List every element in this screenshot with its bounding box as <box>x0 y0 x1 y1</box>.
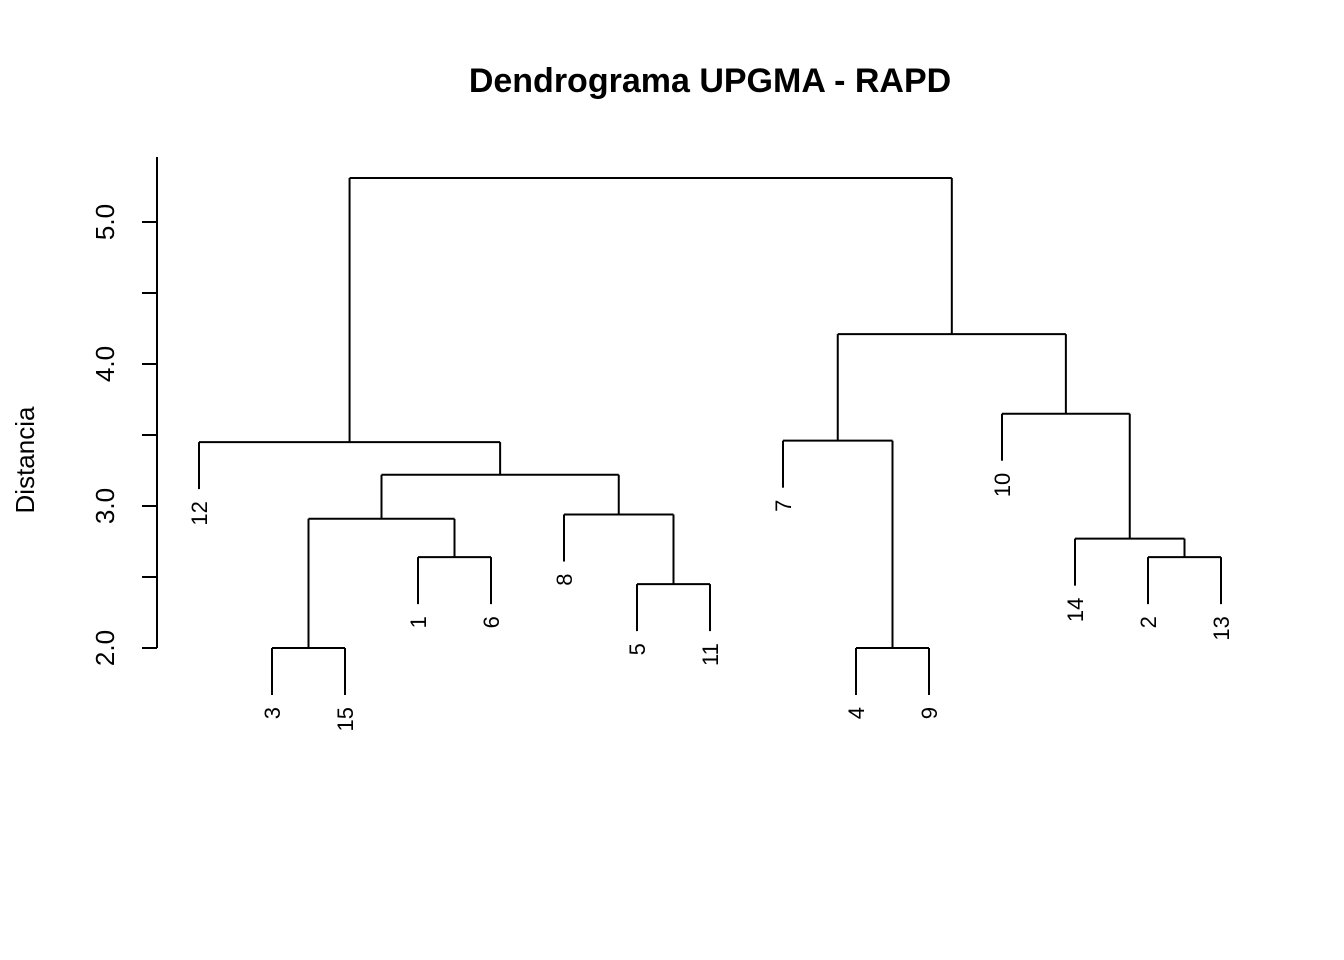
leaf-label: 6 <box>479 616 504 628</box>
leaf-label: 4 <box>844 707 869 719</box>
leaf-label: 11 <box>698 643 723 666</box>
leaf-label: 12 <box>187 501 212 525</box>
leaf-label: 14 <box>1063 598 1088 622</box>
leaf-label: 9 <box>917 707 942 719</box>
y-tick-label: 4.0 <box>90 346 120 382</box>
leaf-label: 2 <box>1136 616 1161 628</box>
leaf-label: 8 <box>552 574 577 586</box>
leaf-label: 5 <box>625 643 650 655</box>
leaf-label: 3 <box>260 707 285 719</box>
y-tick-label: 5.0 <box>90 204 120 240</box>
leaf-label: 1 <box>406 616 431 628</box>
y-tick-label: 3.0 <box>90 488 120 524</box>
leaf-label: 10 <box>990 473 1015 497</box>
leaf-label: 13 <box>1209 616 1234 640</box>
leaf-labels: 12 3 15 1 6 8 5 11 7 4 9 10 14 2 13 <box>187 473 1234 732</box>
y-tick-label: 2.0 <box>90 630 120 666</box>
chart-title: Dendrograma UPGMA - RAPD <box>469 62 951 100</box>
leaf-label: 15 <box>333 707 358 731</box>
y-axis: 2.0 3.0 4.0 5.0 <box>90 157 158 666</box>
leaf-label: 7 <box>771 500 796 512</box>
y-axis-label: Distancia <box>10 406 40 513</box>
dendrogram-links <box>198 176 1222 695</box>
